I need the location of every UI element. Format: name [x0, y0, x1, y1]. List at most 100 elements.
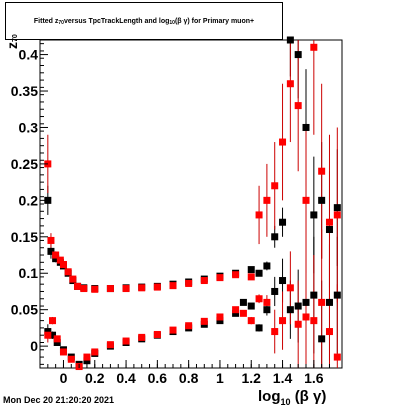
data-point	[247, 317, 255, 325]
y-tick-label: 0.35	[11, 83, 38, 99]
y-tick-label: 0.3	[19, 119, 39, 135]
data-point	[49, 331, 57, 339]
title-middle: versus TpcTrackLength and log	[63, 17, 170, 25]
data-point	[47, 247, 55, 255]
x-tick-label: 0.8	[179, 370, 199, 386]
data-point	[333, 291, 341, 299]
data-point	[271, 233, 279, 241]
data-point	[53, 338, 61, 346]
data-point	[286, 36, 294, 44]
data-point	[286, 284, 294, 292]
data-point	[106, 285, 114, 293]
timestamp: Mon Dec 20 21:20:20 2021	[3, 395, 115, 405]
data-point	[153, 330, 161, 338]
data-point	[106, 341, 114, 349]
data-point	[232, 271, 240, 279]
data-point	[271, 182, 279, 190]
data-point	[239, 309, 247, 317]
data-point	[271, 287, 279, 295]
data-point	[216, 313, 224, 321]
ylabel-sub: 70	[12, 34, 19, 42]
x-tick-label: 0.6	[148, 370, 168, 386]
data-point	[255, 211, 263, 219]
data-point	[67, 355, 75, 363]
data-point	[279, 218, 287, 226]
data-point	[318, 196, 326, 204]
chart-title: Fitted z 70 versus TpcTrackLength and log…	[5, 2, 283, 40]
data-point	[279, 317, 287, 325]
data-point	[200, 277, 208, 285]
data-point	[169, 282, 177, 290]
x-tick-label: 0.2	[85, 370, 105, 386]
y-tick-label: 0.2	[19, 192, 39, 208]
title-suffix: (β γ) for Primary muon+	[174, 17, 255, 25]
data-point	[247, 273, 255, 281]
data-point	[69, 275, 77, 283]
x-tick-label: 0	[60, 370, 68, 386]
data-point	[47, 236, 55, 244]
ylabel-main: z	[4, 42, 20, 49]
xlabel-tail: (β γ)	[294, 388, 327, 405]
data-point	[333, 353, 341, 361]
data-point	[302, 313, 310, 321]
data-point	[318, 167, 326, 175]
x-tick-label: 1.4	[273, 370, 293, 386]
title-log-subscript: 10	[169, 20, 175, 26]
data-point	[216, 317, 224, 325]
data-point	[318, 335, 326, 343]
data-point	[286, 306, 294, 314]
data-point	[302, 123, 310, 131]
data-point	[310, 211, 318, 219]
data-point	[169, 326, 177, 334]
data-point	[122, 337, 130, 345]
data-point	[325, 218, 333, 226]
data-point	[333, 211, 341, 219]
data-point	[263, 196, 271, 204]
data-point	[153, 283, 161, 291]
data-point	[255, 295, 263, 303]
data-point	[247, 302, 255, 310]
y-tick-label: 0.4	[19, 47, 39, 63]
data-point	[232, 309, 240, 317]
data-point	[138, 333, 146, 341]
y-tick-label: 0.05	[11, 302, 38, 318]
data-point	[263, 262, 271, 270]
data-point	[247, 266, 255, 274]
data-point	[59, 348, 67, 356]
data-point	[216, 274, 224, 282]
plot-frame	[39, 39, 343, 369]
title-z-subscript: 70	[58, 20, 64, 26]
data-point	[294, 320, 302, 328]
data-point	[53, 335, 61, 343]
data-point	[74, 282, 82, 290]
y-axis-label: z70	[4, 34, 20, 49]
data-point	[302, 196, 310, 204]
data-markers	[44, 36, 341, 371]
data-point	[294, 51, 302, 59]
x-tick-label: 1	[216, 370, 224, 386]
data-point	[232, 306, 240, 314]
data-point	[325, 298, 333, 306]
error-bars	[47, 40, 338, 368]
axis-ticks: 0 0.2 0.4 0.6 0.8 1 1.2 1.4 1.6 0 0.05 0.1 0.15 0.2 0.…	[11, 43, 330, 386]
data-point	[185, 279, 193, 287]
data-point	[279, 138, 287, 146]
data-point	[122, 285, 130, 293]
data-point	[294, 102, 302, 110]
y-tick-label: 0.25	[11, 156, 38, 172]
title-prefix: Fitted z	[33, 17, 59, 25]
data-point	[271, 328, 279, 336]
data-point	[318, 298, 326, 306]
data-point	[49, 317, 57, 325]
xlabel-main: log	[258, 388, 281, 405]
data-point	[325, 226, 333, 234]
x-tick-label: 1.6	[304, 370, 324, 386]
data-point	[83, 357, 91, 365]
data-point	[239, 298, 247, 306]
data-point	[310, 291, 318, 299]
data-point	[263, 298, 271, 306]
x-tick-label: 1.2	[242, 370, 262, 386]
data-point	[310, 317, 318, 325]
data-point	[255, 324, 263, 332]
data-point	[294, 302, 302, 310]
